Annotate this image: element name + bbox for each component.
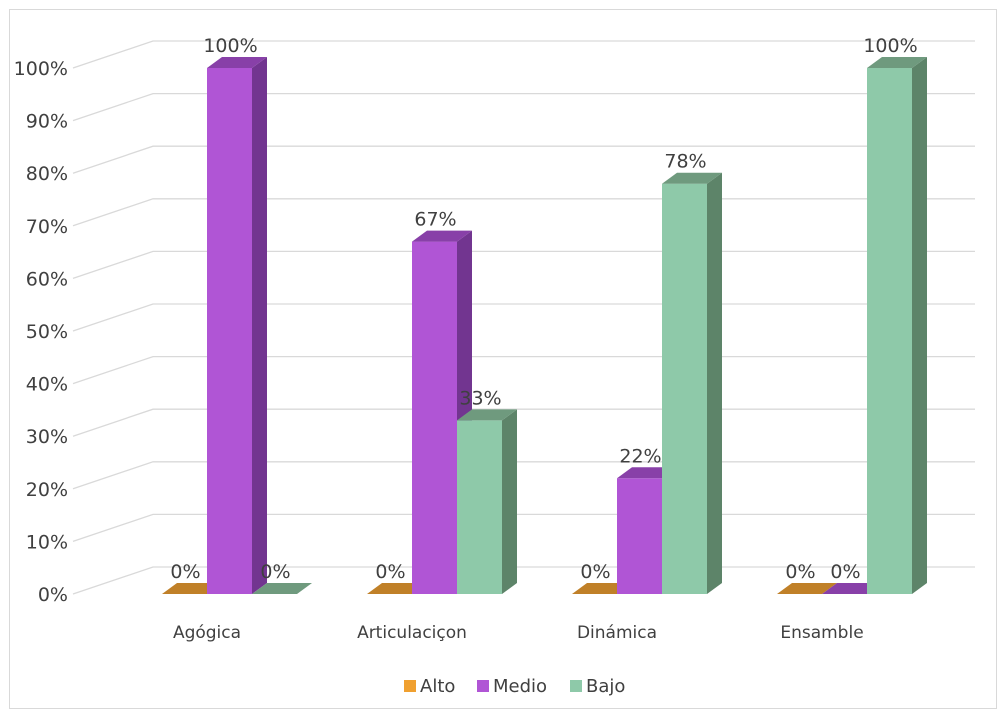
- bar-medio-1: [207, 57, 267, 594]
- data-label: 67%: [414, 209, 456, 231]
- bar-top: [662, 172, 722, 184]
- legend-swatch: [477, 680, 489, 692]
- category-label: Ensamble: [780, 623, 863, 643]
- bar-top: [457, 409, 517, 421]
- gridline: [72, 40, 975, 69]
- data-label: 22%: [619, 445, 661, 467]
- y-tick-label: 0%: [38, 584, 68, 606]
- data-label: 100%: [203, 35, 257, 57]
- legend-item-bajo: Bajo: [570, 676, 625, 697]
- y-tick-label: 20%: [26, 479, 68, 501]
- data-label: 0%: [785, 561, 815, 583]
- data-label: 0%: [580, 561, 610, 583]
- data-label: 0%: [830, 561, 860, 583]
- legend-swatch: [570, 680, 582, 692]
- bar-bajo-1: [252, 583, 312, 594]
- bar-bajo-2: [457, 409, 517, 594]
- bar-bajo-4: [867, 57, 927, 594]
- bar-top: [207, 57, 267, 68]
- data-label: 100%: [863, 35, 917, 57]
- data-label: 0%: [170, 561, 200, 583]
- gridline: [72, 145, 975, 174]
- bar-front: [457, 420, 502, 594]
- bar-top: [867, 57, 927, 68]
- bar-side: [252, 57, 267, 594]
- bar-top: [412, 230, 472, 242]
- category-label: Articulaciçon: [357, 623, 467, 643]
- legend-label: Bajo: [586, 676, 625, 697]
- legend: Alto Medio Bajo: [404, 676, 625, 697]
- data-label: 0%: [260, 561, 290, 583]
- bar-top: [777, 583, 837, 594]
- y-tick-label: 100%: [14, 58, 68, 80]
- bar-alto-4: [777, 583, 837, 594]
- legend-label: Medio: [493, 676, 547, 697]
- data-labels: 0% 100% 0% 0% 67% 33% 0% 22% 78% 0% 0% 100%: [170, 35, 917, 583]
- legend-item-alto: Alto: [404, 676, 455, 697]
- category-label: Dinámica: [577, 623, 657, 643]
- y-tick-label: 90%: [26, 111, 68, 133]
- bar-front: [412, 241, 457, 594]
- legend-swatch: [404, 680, 416, 692]
- data-label: 0%: [375, 561, 405, 583]
- y-tick-label: 50%: [26, 321, 68, 343]
- y-tick-label: 80%: [26, 163, 68, 185]
- legend-item-medio: Medio: [477, 676, 547, 697]
- bar-side: [912, 57, 927, 594]
- bar-side: [502, 409, 517, 594]
- bar-side: [707, 172, 722, 594]
- data-label: 78%: [664, 151, 706, 173]
- y-axis-ticks: 0% 10% 20% 30% 40% 50% 60% 70% 80% 90% 100%: [14, 58, 68, 606]
- y-tick-label: 30%: [26, 426, 68, 448]
- bar-front: [617, 478, 662, 594]
- y-tick-label: 40%: [26, 374, 68, 396]
- bar-front: [662, 183, 707, 594]
- category-label: Agógica: [173, 623, 241, 643]
- bar-front: [867, 68, 912, 594]
- bar-front: [207, 68, 252, 594]
- bar-bajo-3: [662, 172, 722, 594]
- y-tick-label: 60%: [26, 268, 68, 290]
- data-label: 33%: [459, 387, 501, 409]
- gridline: [72, 92, 975, 122]
- bars: [162, 57, 927, 594]
- bar-top: [252, 583, 312, 594]
- x-axis-categories: Agógica Articulaciçon Dinámica Ensamble: [173, 623, 864, 643]
- y-tick-label: 70%: [26, 216, 68, 238]
- y-tick-label: 10%: [26, 531, 68, 553]
- legend-label: Alto: [420, 676, 455, 697]
